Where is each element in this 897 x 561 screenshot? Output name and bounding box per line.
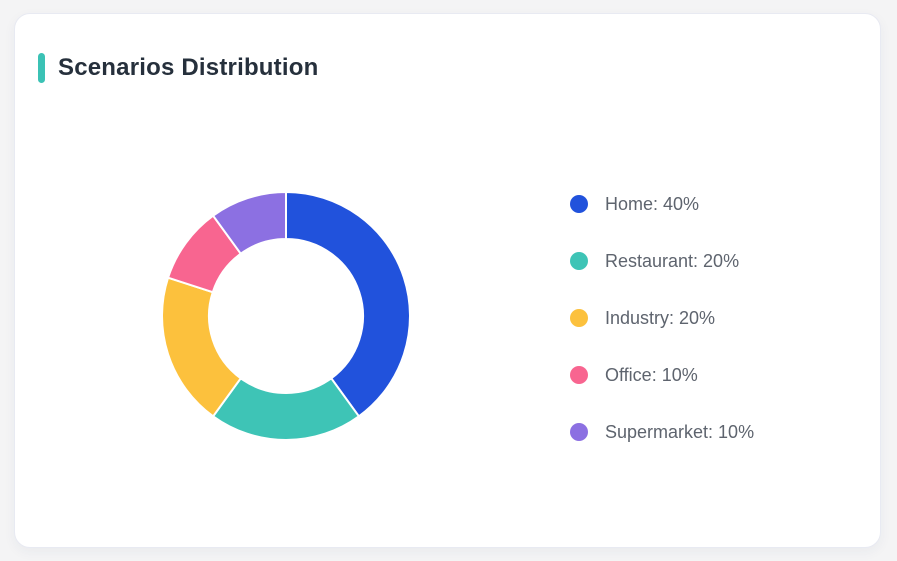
- card-header: Scenarios Distribution: [38, 53, 318, 83]
- legend-item-office[interactable]: Office: 10%: [570, 365, 754, 385]
- legend-item-supermarket[interactable]: Supermarket: 10%: [570, 422, 754, 442]
- legend-dot-icon: [570, 309, 588, 327]
- donut-chart: [161, 191, 411, 441]
- legend-dot-icon: [570, 195, 588, 213]
- card-title: Scenarios Distribution: [58, 54, 319, 81]
- donut-chart-svg[interactable]: [161, 191, 411, 441]
- legend-item-industry[interactable]: Industry: 20%: [570, 308, 754, 328]
- legend-label: Restaurant: 20%: [605, 250, 740, 271]
- legend-item-home[interactable]: Home: 40%: [570, 194, 754, 214]
- legend-dot-icon: [570, 252, 588, 270]
- legend-label: Office: 10%: [605, 364, 698, 385]
- legend-label: Industry: 20%: [605, 307, 716, 328]
- legend-dot-icon: [570, 366, 588, 384]
- legend-item-restaurant[interactable]: Restaurant: 20%: [570, 251, 754, 271]
- chart-legend: Home: 40% Restaurant: 20% Industry: 20% Off…: [570, 194, 754, 442]
- donut-slice-supermarket[interactable]: [212, 191, 287, 255]
- donut-slice-home[interactable]: [285, 191, 411, 418]
- donut-slice-industry[interactable]: [161, 276, 242, 418]
- legend-dot-icon: [570, 423, 588, 441]
- scenarios-card: Scenarios Distribution Home: 40% Restaura…: [14, 13, 881, 548]
- legend-label: Supermarket: 10%: [605, 421, 755, 442]
- accent-bar: [38, 53, 45, 83]
- legend-label: Home: 40%: [605, 193, 700, 214]
